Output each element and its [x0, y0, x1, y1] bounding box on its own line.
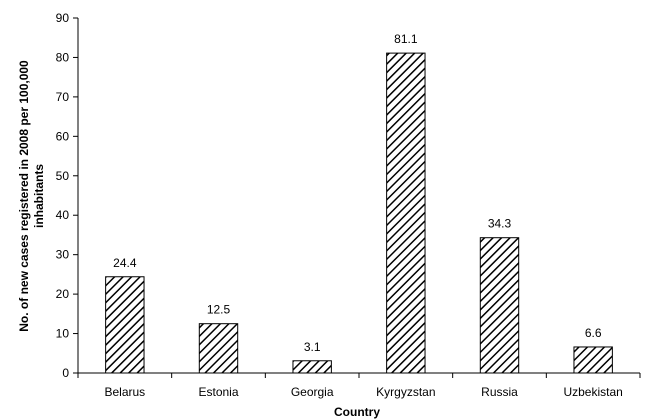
y-axis: 0 10 20 30 40 50 60 70 80 90 — [56, 11, 79, 380]
bar-belarus — [105, 276, 145, 374]
y-tick-label: 10 — [56, 327, 70, 341]
y-tick-label: 60 — [56, 129, 70, 143]
data-label: 81.1 — [394, 32, 418, 46]
y-axis-title-line-1: No. of new cases registered in 2008 per … — [17, 60, 31, 332]
x-axis-title: Country — [334, 405, 380, 419]
data-label: 3.1 — [304, 340, 321, 354]
y-axis-title-line-2: inhabitants — [32, 164, 46, 228]
x-tick-label: Belarus — [104, 385, 145, 399]
y-tick-label: 50 — [56, 169, 70, 183]
bar-kyrgyzstan — [386, 52, 426, 374]
x-tick-label: Estonia — [198, 385, 238, 399]
x-axis — [77, 372, 641, 378]
bar-estonia — [198, 323, 239, 374]
y-tick-label: 70 — [56, 90, 70, 104]
bars: 24.4 Belarus 12.5 Estonia 3.1 Georgia 81.1 Kyrg… — [104, 32, 622, 399]
data-label: 24.4 — [113, 256, 137, 270]
x-tick-label: Georgia — [291, 385, 334, 399]
y-tick-label: 40 — [56, 208, 70, 222]
bar-russia — [479, 237, 520, 374]
x-tick-label: Russia — [481, 385, 518, 399]
y-tick-label: 20 — [56, 287, 70, 301]
x-tick-label: Uzbekistan — [563, 385, 622, 399]
data-label: 12.5 — [207, 303, 231, 317]
data-label: 34.3 — [488, 217, 512, 231]
y-tick-label: 80 — [56, 50, 70, 64]
bar-georgia — [292, 360, 332, 374]
data-label: 6.6 — [585, 326, 602, 340]
y-tick-label: 30 — [56, 248, 70, 262]
y-tick-label: 90 — [56, 11, 70, 25]
x-tick-label: Kyrgyzstan — [376, 385, 435, 399]
bar-uzbekistan — [573, 346, 613, 374]
y-tick-label: 0 — [62, 366, 69, 380]
